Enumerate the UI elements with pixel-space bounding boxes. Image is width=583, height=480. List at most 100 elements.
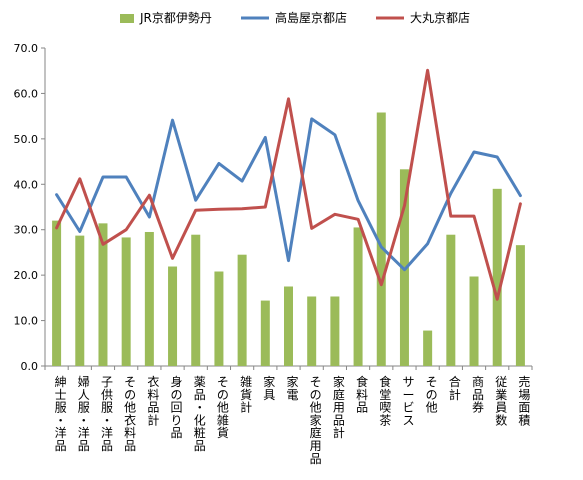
x-tick-glyph: 電 (286, 388, 298, 402)
x-tick-label: 紳士服・洋品 (55, 375, 67, 453)
bar (492, 188, 502, 366)
x-tick-glyph: 食 (379, 374, 391, 389)
x-tick-glyph: 品 (78, 439, 90, 453)
bar (214, 271, 224, 366)
x-tick-glyph: 品 (101, 439, 113, 453)
x-tick-glyph: そ (310, 375, 322, 389)
bar (237, 254, 247, 366)
x-tick-label: 商品券 (472, 374, 484, 415)
x-tick-glyph: 品 (194, 388, 206, 402)
x-tick-glyph: の (426, 388, 438, 402)
y-tick-label: 70.0 (14, 42, 39, 55)
legend-swatch (120, 14, 134, 23)
bar (260, 300, 270, 366)
x-tick-label: その他衣料品 (124, 375, 136, 453)
x-tick-glyph: 合 (449, 374, 461, 389)
x-tick-glyph: ス (402, 413, 414, 427)
series-line (55, 68, 522, 301)
x-tick-glyph: 商 (472, 374, 484, 389)
x-tick-label: 婦人服・洋品 (78, 374, 90, 453)
x-tick-glyph: 身 (171, 374, 183, 389)
x-tick-glyph: 他 (124, 401, 136, 415)
x-tick-glyph: 貨 (217, 425, 229, 440)
x-tick-glyph: 料 (147, 388, 159, 402)
x-tick-glyph: 券 (472, 400, 484, 415)
bar (469, 276, 479, 366)
bar (446, 234, 456, 366)
x-tick-label: 家具 (263, 374, 275, 402)
x-tick-label: 合計 (449, 374, 461, 402)
x-tick-label: 雑貨計 (240, 374, 252, 415)
bar (144, 231, 154, 366)
series-line (55, 117, 522, 272)
x-tick-glyph: 従 (495, 375, 507, 389)
x-tick-glyph: 人 (78, 388, 90, 402)
x-tick-label: 食料品 (356, 374, 368, 415)
x-tick-glyph: 積 (518, 412, 530, 427)
x-tick-label: その他 (426, 375, 438, 415)
x-tick-glyph: 員 (495, 401, 507, 415)
x-tick-glyph: 品 (124, 439, 136, 453)
x-tick-label: 身の回り品 (171, 374, 183, 440)
x-tick-glyph: 衣 (124, 412, 136, 427)
x-tick-label: 家庭用品計 (333, 374, 345, 440)
bar (98, 223, 108, 366)
bar (515, 245, 525, 366)
x-tick-glyph: 家 (286, 374, 298, 389)
x-tick-glyph: 子 (101, 375, 113, 389)
x-tick-label: サービス (402, 375, 414, 427)
legend-label: 大丸京都店 (410, 11, 470, 25)
x-tick-glyph: の (124, 388, 136, 402)
x-tick-glyph: 喫 (379, 401, 391, 415)
x-tick-glyph: 茶 (379, 412, 391, 427)
x-tick-glyph: そ (217, 375, 229, 389)
bar (284, 286, 293, 366)
x-tick-glyph: 計 (240, 400, 252, 415)
bar (353, 227, 363, 366)
x-tick-glyph: 面 (518, 401, 530, 415)
x-tick-glyph: ー (402, 388, 414, 402)
x-tick-glyph: 士 (55, 388, 67, 402)
x-tick-glyph: 品 (194, 439, 206, 453)
x-tick-labels: 紳士服・洋品婦人服・洋品子供服・洋品その他衣料品衣料品計身の回り品薬品・化粧品そ… (55, 374, 531, 466)
x-tick-label: 食堂喫茶 (379, 374, 391, 427)
x-tick-glyph: 服 (101, 401, 113, 415)
y-tick-label: 40.0 (14, 178, 39, 191)
x-tick-label: 従業員数 (495, 375, 507, 427)
x-tick-glyph: 化 (194, 413, 206, 427)
bar (330, 296, 340, 366)
bar (121, 237, 131, 366)
y-tick-label: 20.0 (14, 269, 39, 282)
x-tick-glyph: 紳 (55, 375, 67, 389)
bar (376, 112, 386, 366)
x-tick-glyph: 品 (147, 401, 159, 415)
x-tick-glyph: 品 (356, 401, 368, 415)
x-tick-glyph: 料 (124, 426, 136, 440)
x-tick-label: 売場面積 (518, 374, 530, 427)
x-tick-glyph: 売 (518, 374, 530, 389)
bar (75, 235, 85, 366)
x-tick-glyph: 家 (263, 374, 275, 389)
x-tick-glyph: 服 (78, 401, 90, 415)
x-tick-glyph: り (171, 413, 183, 427)
x-tick-glyph: 業 (495, 388, 507, 402)
y-tick-label: 50.0 (14, 133, 39, 146)
x-tick-label: その他雑貨 (217, 375, 229, 440)
x-tick-glyph: そ (426, 375, 438, 389)
bar (168, 266, 178, 366)
x-tick-glyph: 用 (310, 439, 322, 453)
x-tick-glyph: ビ (402, 401, 414, 415)
x-tick-glyph: 他 (217, 401, 229, 415)
x-tick-label: 子供服・洋品 (101, 375, 113, 453)
x-tick-glyph: ・ (78, 413, 90, 427)
x-tick-glyph: 場 (518, 388, 530, 402)
y-tick-label: 30.0 (14, 224, 39, 237)
x-tick-glyph: 用 (333, 401, 345, 415)
x-tick-glyph: 計 (449, 387, 461, 402)
x-tick-glyph: 数 (495, 412, 507, 427)
x-tick-glyph: 品 (171, 426, 183, 440)
x-tick-glyph: 他 (310, 401, 322, 415)
x-tick-glyph: そ (124, 375, 136, 389)
